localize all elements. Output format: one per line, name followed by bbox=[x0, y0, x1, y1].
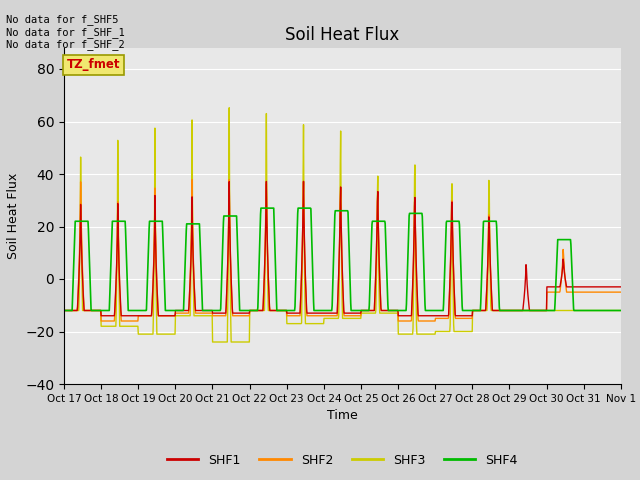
Title: Soil Heat Flux: Soil Heat Flux bbox=[285, 25, 399, 44]
SHF4 bbox=[246, 308, 254, 313]
SHF1 bbox=[246, 308, 254, 313]
SHF2 bbox=[97, 318, 105, 324]
SHF3 bbox=[502, 308, 510, 313]
SHF2 bbox=[60, 308, 68, 313]
SHF3 bbox=[209, 339, 216, 345]
SHF4 bbox=[617, 308, 625, 313]
SHF3 bbox=[617, 308, 625, 313]
SHF3 bbox=[429, 331, 437, 337]
SHF4 bbox=[60, 308, 68, 313]
Text: TZ_fmet: TZ_fmet bbox=[67, 58, 120, 71]
Line: SHF4: SHF4 bbox=[64, 208, 621, 311]
SHF2 bbox=[552, 289, 559, 295]
SHF4 bbox=[184, 221, 191, 227]
Y-axis label: Soil Heat Flux: Soil Heat Flux bbox=[6, 173, 20, 259]
SHF1 bbox=[300, 179, 307, 184]
Line: SHF3: SHF3 bbox=[64, 108, 621, 342]
SHF2 bbox=[184, 310, 192, 316]
SHF4 bbox=[170, 308, 178, 313]
SHF4 bbox=[257, 205, 265, 211]
Line: SHF1: SHF1 bbox=[64, 181, 621, 316]
SHF1 bbox=[171, 313, 179, 319]
SHF1 bbox=[552, 284, 559, 290]
SHF2 bbox=[247, 308, 255, 313]
SHF3 bbox=[60, 308, 68, 313]
SHF4 bbox=[429, 308, 437, 313]
SHF2 bbox=[617, 289, 625, 295]
SHF1 bbox=[184, 308, 192, 313]
SHF3 bbox=[247, 308, 255, 313]
SHF1 bbox=[97, 313, 105, 319]
SHF1 bbox=[502, 308, 510, 313]
SHF2 bbox=[171, 313, 179, 319]
X-axis label: Time: Time bbox=[327, 409, 358, 422]
Text: No data for f_SHF5
No data for f_SHF_1
No data for f_SHF_2: No data for f_SHF5 No data for f_SHF_1 N… bbox=[6, 14, 125, 50]
SHF3 bbox=[552, 308, 559, 313]
SHF1 bbox=[617, 284, 625, 290]
SHF1 bbox=[60, 308, 68, 313]
SHF3 bbox=[225, 105, 233, 110]
Legend: SHF1, SHF2, SHF3, SHF4: SHF1, SHF2, SHF3, SHF4 bbox=[162, 449, 523, 472]
SHF2 bbox=[225, 177, 233, 182]
SHF3 bbox=[184, 313, 191, 319]
SHF2 bbox=[502, 308, 510, 313]
SHF1 bbox=[429, 313, 437, 319]
SHF2 bbox=[429, 318, 437, 324]
SHF4 bbox=[502, 308, 509, 313]
SHF4 bbox=[551, 300, 559, 306]
Line: SHF2: SHF2 bbox=[64, 180, 621, 321]
SHF3 bbox=[170, 331, 178, 337]
